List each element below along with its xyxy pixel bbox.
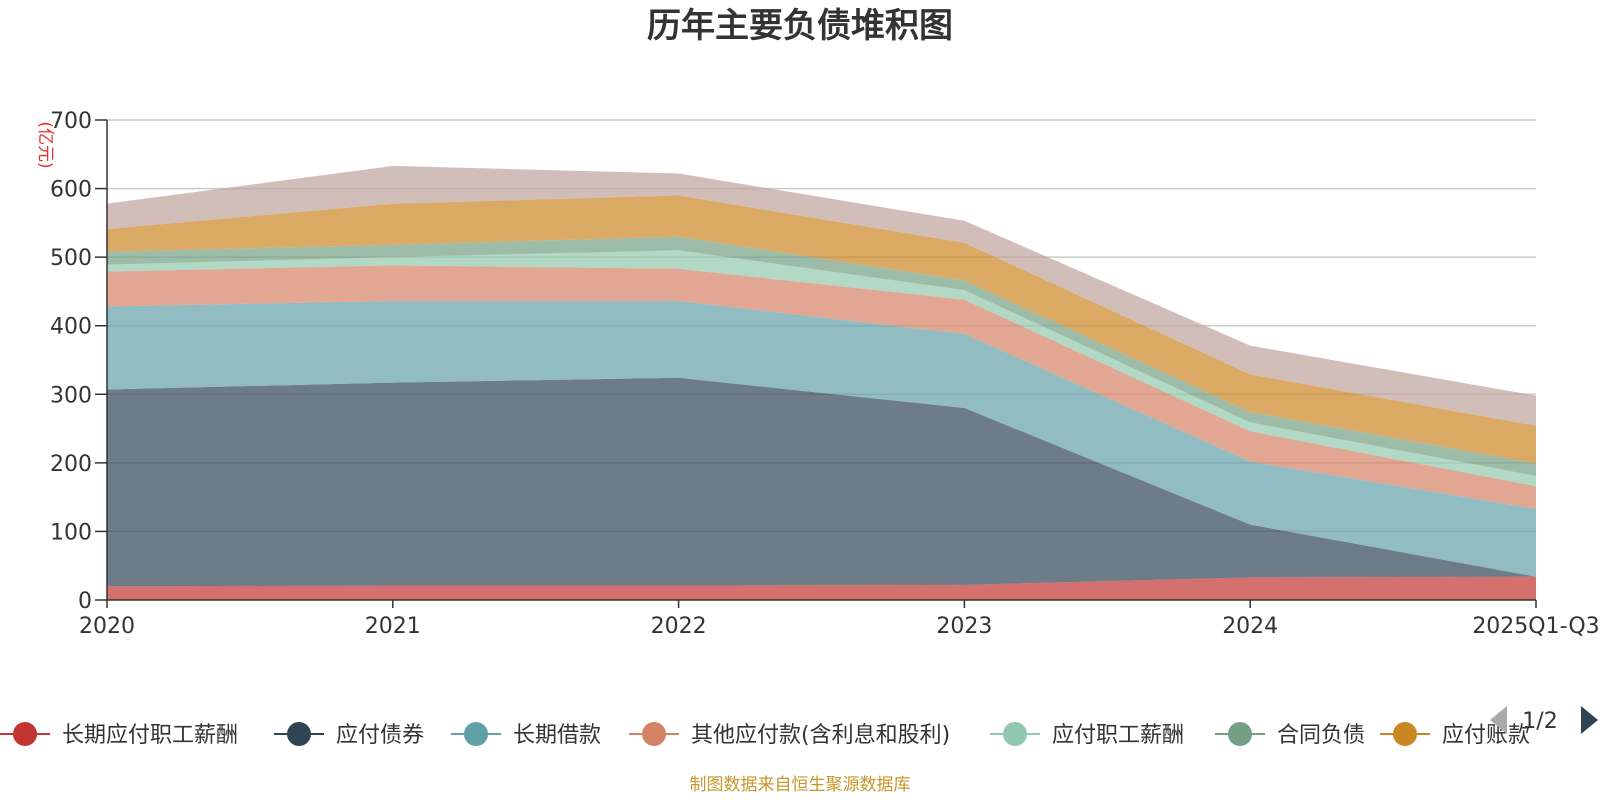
triangle-left-icon[interactable]	[1490, 706, 1507, 734]
legend-circle-icon	[1393, 722, 1417, 746]
area-5	[107, 236, 1536, 476]
axes	[106, 120, 1536, 601]
area-0	[107, 576, 1536, 600]
x-tick-label: 2024	[1222, 614, 1278, 639]
x-tick-label: 2025Q1-Q3	[1472, 614, 1599, 639]
legend-circle-icon	[1003, 722, 1027, 746]
triangle-right-icon[interactable]	[1581, 706, 1598, 734]
x-tick-label: 2021	[365, 614, 421, 639]
y-tick-label: 300	[50, 383, 92, 408]
legend-label: 应付账款	[1442, 723, 1530, 748]
legend-label: 应付债券	[336, 723, 424, 748]
area-2	[107, 301, 1536, 577]
area-1	[107, 377, 1536, 587]
source-note: 制图数据来自恒生聚源数据库	[690, 775, 911, 795]
legend-item[interactable]: 其他应付款(含利息和股利)	[629, 722, 950, 748]
legend-item[interactable]: 合同负债	[1215, 722, 1365, 748]
x-axis-ticks: 2020 2021 2022 2023 2024 2025Q1-Q3	[79, 600, 1600, 639]
y-tick-label: 400	[50, 315, 92, 340]
chart-title: 历年主要负债堆积图	[647, 6, 953, 46]
legend-label: 长期借款	[513, 723, 601, 748]
legend-item[interactable]: 应付债券	[274, 722, 424, 748]
y-tick-label: 500	[50, 246, 92, 271]
legend-item[interactable]: 长期应付职工薪酬	[0, 722, 238, 748]
area-series	[107, 165, 1536, 600]
x-tick-label: 2020	[79, 614, 135, 639]
area-3	[107, 265, 1536, 509]
legend-label: 其他应付款(含利息和股利)	[691, 723, 950, 748]
y-axis-ticks: 0 100 200 300 400 500 600 700	[50, 109, 107, 614]
legend-label: 应付职工薪酬	[1052, 723, 1184, 748]
y-axis-unit-label: (亿元)	[35, 121, 55, 168]
y-tick-label: 600	[50, 178, 92, 203]
legend-page-indicator: 1/2	[1522, 709, 1557, 734]
legend-label: 合同负债	[1277, 723, 1365, 748]
legend-circle-icon	[13, 722, 37, 746]
x-tick-label: 2022	[651, 614, 707, 639]
y-tick-label: 700	[50, 109, 92, 134]
legend-circle-icon	[1228, 722, 1252, 746]
y-tick-label: 100	[50, 520, 92, 545]
legend: 长期应付职工薪酬 应付债券 长期借款 其他应付款(含利息和股利) 应付职工薪酬 合同负债 应…	[0, 722, 1530, 748]
legend-item[interactable]: 应付职工薪酬	[990, 722, 1184, 748]
legend-item[interactable]: 长期借款	[451, 722, 601, 748]
y-tick-label: 0	[78, 589, 92, 614]
legend-item[interactable]: 应付账款	[1380, 722, 1530, 748]
area-6	[107, 195, 1536, 464]
legend-label: 长期应付职工薪酬	[62, 723, 238, 748]
legend-circle-icon	[464, 722, 488, 746]
y-tick-label: 200	[50, 452, 92, 477]
x-tick-label: 2023	[936, 614, 992, 639]
legend-circle-icon	[287, 722, 311, 746]
legend-circle-icon	[642, 722, 666, 746]
area-7	[107, 165, 1536, 426]
legend-pager: 1/2	[1490, 706, 1598, 734]
